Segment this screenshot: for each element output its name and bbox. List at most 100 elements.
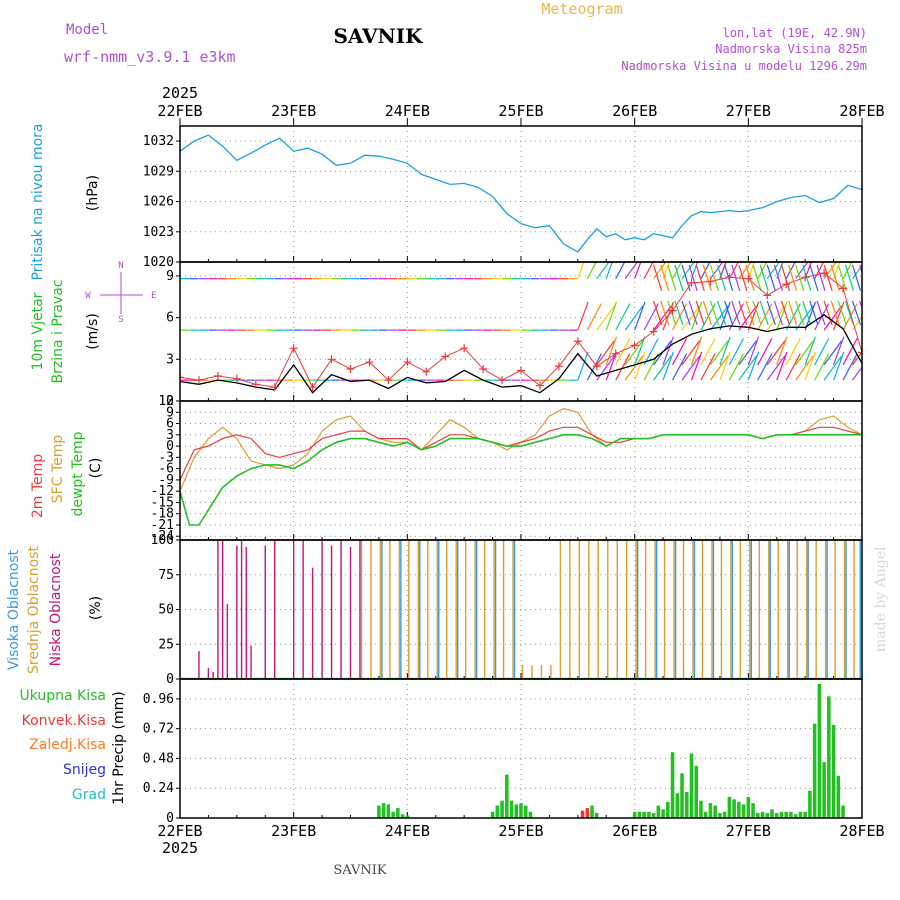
wind-arrow [653, 264, 663, 291]
wind-arrow [738, 340, 757, 366]
wind-arrow [709, 264, 720, 291]
gust-marker [441, 352, 450, 361]
wind-arrow [776, 301, 788, 331]
gust-marker [251, 380, 260, 389]
precip-bar [774, 813, 779, 818]
wind-arrow [823, 305, 843, 331]
wind-arrow [780, 300, 791, 326]
wind-arrow [605, 336, 618, 366]
wind-arrow [795, 300, 805, 326]
wind-arrow [785, 338, 801, 366]
precip-bar [812, 723, 817, 818]
wind-arrow [766, 305, 786, 331]
y-tick-label: -12 [151, 484, 174, 499]
wind-unit-label: (m/s) [85, 313, 101, 350]
precip-bar [632, 811, 637, 818]
x-tick-label-bottom: 23FEB [271, 822, 316, 840]
wind-arrow [780, 264, 791, 291]
y-tick-label: 0.96 [143, 692, 174, 707]
wind-arrow [690, 262, 699, 279]
y-tick-label: 0.72 [143, 722, 174, 737]
wind-arrow [728, 353, 745, 381]
cloud-panel: 0 25 50 75 100 Visoka Oblacnost Srednja Oblacn… [6, 533, 863, 687]
precip-bar [680, 773, 684, 818]
wind-arrow [586, 262, 597, 279]
x-tick-label-bottom: 26FEB [612, 822, 657, 840]
wind-arrow [667, 300, 677, 326]
credit-label: made by Angel [873, 546, 889, 652]
wind-arrow [577, 262, 585, 279]
wind-arrow [752, 300, 762, 326]
gust-marker [839, 284, 848, 293]
precip-legend-entry: Snijeg [63, 762, 106, 778]
gust-marker [289, 344, 298, 353]
precip-bar [798, 811, 803, 818]
wind-arrow [747, 301, 760, 331]
precip-bar [396, 808, 400, 818]
precip-bar [642, 811, 646, 818]
temp-sfc-line [180, 407, 862, 492]
wind-arrow [634, 301, 646, 331]
y-tick-label: 25 [158, 637, 174, 652]
precip-bar [746, 796, 751, 818]
wind-arrow [833, 336, 845, 366]
gust-marker [422, 367, 431, 376]
y-tick-label: 1026 [143, 195, 174, 210]
wind-arrow [776, 262, 784, 279]
precip-axis-title: 1hr Precip (mm) [111, 691, 127, 804]
wind-arrow [837, 300, 847, 326]
wind-arrow [861, 378, 862, 381]
wind-arrow [802, 300, 812, 326]
wind-arrow [844, 264, 854, 291]
precip-bar [377, 805, 381, 818]
precip-bar [400, 814, 405, 818]
wind-arrow [662, 262, 670, 279]
wind-arrow [700, 353, 716, 381]
wind-arrow [615, 353, 631, 381]
y-tick-label: -18 [151, 507, 174, 522]
wind-arrow [709, 305, 729, 331]
wind-arrow [837, 264, 847, 291]
x-tick-label-top: 26FEB [612, 102, 657, 120]
wind-panel: 0 3 6 9 N S W E [85, 261, 863, 409]
precip-bar [651, 813, 656, 818]
gust-marker [365, 358, 374, 367]
temp-unit-label: (C) [88, 458, 104, 479]
temp-axis-title: 2m Temp [30, 454, 46, 518]
y-tick-label: -24 [151, 529, 175, 544]
wind-arrow [681, 355, 701, 381]
precip-bar [765, 813, 770, 818]
wind-arrow [823, 340, 843, 366]
gust-marker [270, 383, 279, 392]
plot-layer: 1020 1023 1026 1029 1032 Pritisak na nivou mo… [6, 102, 885, 840]
wind-arrow [653, 300, 663, 326]
y-tick-label: 3 [166, 352, 174, 367]
precip-bar [827, 696, 831, 818]
precip-bar [670, 752, 675, 818]
y-tick-label: 0 [166, 811, 174, 826]
wind-arrow [861, 328, 862, 331]
wind-arrow [795, 305, 814, 331]
wind-arrow [674, 264, 684, 291]
wind-axis-subtitle: Brzina i Pravac [50, 280, 66, 384]
y-tick-label: -15 [151, 495, 174, 510]
precip-bar [675, 793, 680, 818]
panel-borders: 22FEB 22FEB 23FEB 23FEB 24FEB 24FEB 25FEB 25FEB… [157, 102, 884, 840]
wind-arrow [586, 353, 602, 381]
wind-arrow [700, 262, 711, 279]
elevation-label: Nadmorska Visina 825m [715, 42, 867, 56]
wind-arrow [662, 336, 674, 366]
precip-bar [831, 724, 836, 818]
precip-bar [732, 799, 736, 818]
precip-bar [779, 811, 784, 818]
precip-bar [803, 811, 807, 818]
precip-bar [727, 796, 732, 818]
precip-bar [495, 805, 500, 818]
wind-arrow [653, 305, 672, 331]
wind-arrow [830, 264, 840, 291]
precip-bar [637, 811, 642, 818]
precip-bar [590, 805, 594, 818]
cloud-axis-title: Niska Oblacnost [48, 553, 64, 666]
x-tick-label-bottom: 27FEB [726, 822, 771, 840]
gust-marker [744, 274, 753, 283]
